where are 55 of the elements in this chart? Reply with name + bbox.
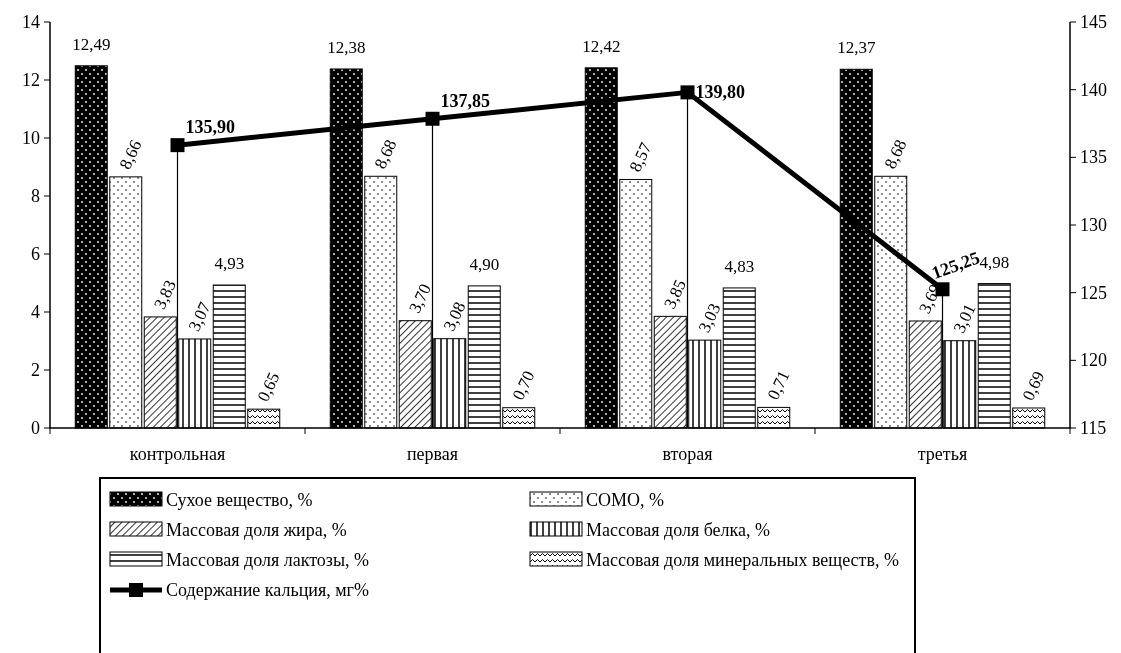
legend-label: Массовая доля лактозы, % (166, 550, 369, 570)
data-label: 139,80 (695, 82, 745, 103)
data-label: 8,68 (880, 136, 911, 172)
y-tick-label: 6 (31, 244, 40, 264)
data-label: 8,57 (625, 139, 656, 175)
data-label: 135,90 (185, 117, 235, 138)
x-tick-label: первая (406, 444, 459, 464)
y2-tick-label: 130 (1080, 215, 1107, 235)
y2-tick-label: 140 (1080, 79, 1107, 100)
data-label: 0,71 (763, 367, 794, 403)
point (425, 111, 440, 126)
legend-label: Содержание кальция, мг% (166, 580, 369, 600)
legend-label: Массовая доля минеральных веществ, % (586, 550, 899, 570)
data-label: 0,70 (508, 368, 539, 404)
y-tick-label: 8 (31, 186, 40, 206)
point (170, 138, 185, 153)
data-label: 12,37 (837, 38, 876, 58)
data-label: 12,42 (582, 36, 621, 56)
data-label: 3,07 (184, 298, 215, 335)
data-label: 137,85 (440, 90, 490, 111)
data-label: 0,65 (253, 369, 284, 405)
data-label: 12,38 (327, 37, 366, 57)
data-label: 3,83 (150, 277, 180, 313)
y2-tick-label: 120 (1080, 350, 1107, 371)
data-label: 3,85 (660, 276, 690, 312)
y-tick-label: 2 (31, 360, 40, 380)
y2-tick-label: 125 (1080, 282, 1107, 303)
y-tick-label: 14 (22, 12, 40, 32)
y-tick-label: 4 (31, 302, 40, 322)
y-tick-label: 0 (31, 418, 40, 438)
data-label: 4,90 (469, 254, 500, 274)
legend-label: СОМО, % (586, 490, 665, 510)
legend-label: Сухое вещество, % (166, 490, 313, 510)
y-tick-label: 12 (22, 70, 40, 90)
data-label: 0,69 (1018, 368, 1049, 404)
data-label: 8,68 (370, 136, 401, 172)
y2-tick-label: 145 (1080, 12, 1107, 32)
data-label: 3,01 (949, 301, 980, 337)
legend-label: Массовая доля белка, % (586, 520, 771, 540)
y2-tick-label: 135 (1080, 147, 1107, 168)
x-tick-label: третья (917, 444, 968, 464)
data-label: 4,93 (214, 254, 245, 274)
data-label: 3,03 (694, 300, 725, 336)
data-label: 4,83 (724, 256, 755, 276)
point (680, 85, 695, 100)
data-label: 3,08 (439, 299, 470, 335)
data-label: 12,49 (72, 34, 111, 54)
data-label: 4,98 (979, 252, 1010, 272)
data-label: 8,66 (115, 137, 146, 173)
x-tick-label: вторая (662, 444, 713, 464)
x-tick-label: контрольная (129, 444, 226, 464)
data-label: 3,70 (405, 281, 435, 317)
y-tick-label: 10 (22, 128, 40, 148)
y2-tick-label: 115 (1080, 418, 1107, 438)
legend-label: Массовая доля жира, % (166, 520, 347, 540)
